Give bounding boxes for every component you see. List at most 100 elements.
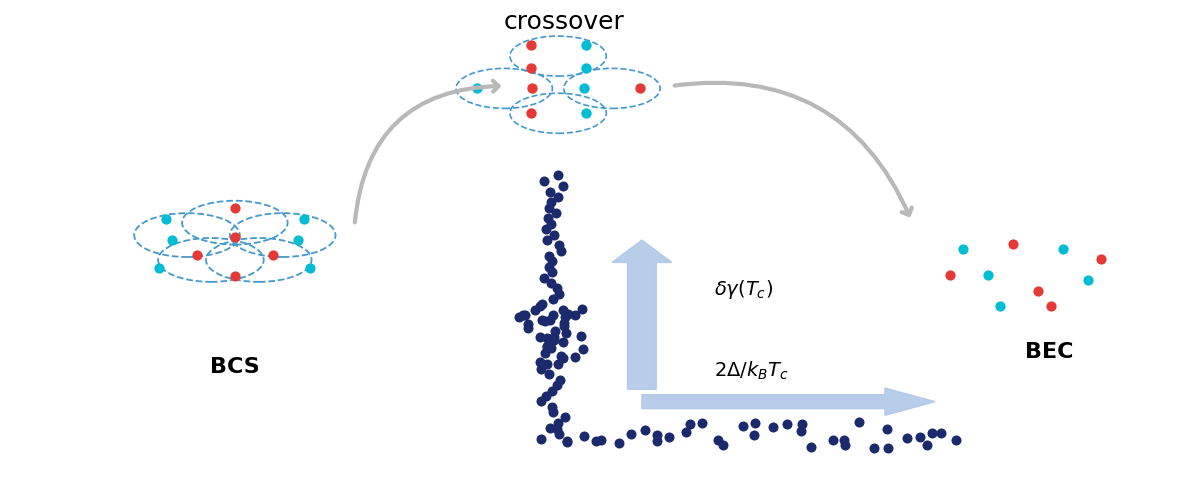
Point (535, 349, 554, 357)
Point (556, 312, 575, 320)
Point (835, 441, 854, 449)
Point (556, 414, 575, 422)
Point (541, 424, 560, 432)
Point (896, 434, 916, 442)
Point (539, 370, 558, 378)
Point (660, 434, 679, 442)
Point (709, 436, 728, 444)
Point (538, 236, 557, 244)
Point (538, 344, 557, 351)
Point (745, 431, 764, 439)
Point (834, 436, 853, 444)
Point (541, 220, 560, 228)
Point (850, 418, 869, 426)
Point (553, 306, 572, 314)
Point (622, 430, 641, 438)
Point (544, 311, 563, 319)
Point (947, 436, 966, 444)
Point (910, 432, 929, 440)
Point (586, 438, 605, 446)
FancyArrowPatch shape (355, 80, 498, 223)
Point (647, 438, 666, 446)
Point (714, 442, 733, 450)
Point (733, 422, 752, 430)
Point (692, 419, 712, 427)
Point (554, 322, 574, 330)
Point (553, 182, 572, 190)
Point (538, 342, 557, 350)
Point (550, 290, 569, 298)
Point (532, 365, 551, 373)
Point (544, 295, 563, 303)
Point (516, 312, 535, 320)
Point (878, 444, 898, 452)
Point (536, 225, 556, 233)
Point (536, 392, 556, 400)
Point (530, 302, 550, 310)
Point (565, 312, 584, 320)
Point (539, 252, 558, 260)
Point (514, 311, 533, 319)
Point (547, 381, 566, 389)
Point (535, 274, 554, 281)
Point (554, 319, 574, 327)
Point (550, 242, 569, 250)
Point (677, 428, 696, 436)
Point (572, 306, 592, 314)
Point (542, 258, 562, 266)
Point (554, 338, 574, 346)
Point (542, 402, 562, 410)
Point (745, 420, 764, 428)
Point (530, 333, 550, 341)
Point (541, 316, 560, 324)
Point (558, 438, 577, 446)
Point (548, 193, 568, 201)
Point (530, 358, 550, 366)
Point (518, 324, 538, 332)
Point (545, 230, 564, 238)
Point (648, 432, 667, 440)
Point (548, 419, 568, 427)
Point (518, 320, 538, 328)
Point (877, 424, 896, 432)
Point (541, 344, 560, 351)
Point (548, 172, 568, 179)
Point (923, 430, 942, 438)
Point (532, 435, 551, 443)
Point (558, 310, 577, 318)
Point (540, 340, 559, 348)
Point (526, 306, 545, 314)
Text: $\delta\gamma(T_c)$: $\delta\gamma(T_c)$ (714, 278, 773, 300)
Point (557, 329, 576, 337)
Point (534, 177, 553, 185)
Point (542, 386, 562, 394)
Point (539, 263, 558, 271)
Point (802, 443, 821, 451)
Point (575, 432, 594, 440)
Point (553, 354, 572, 362)
Point (552, 246, 571, 254)
FancyArrow shape (642, 388, 935, 415)
Point (572, 332, 592, 340)
Point (541, 279, 560, 287)
Point (551, 376, 570, 384)
Point (541, 335, 560, 343)
Point (547, 426, 566, 434)
Point (548, 360, 568, 368)
Point (574, 345, 593, 353)
Point (557, 437, 576, 445)
FancyArrowPatch shape (674, 82, 912, 215)
Point (510, 313, 529, 321)
Point (542, 268, 562, 276)
Point (865, 444, 884, 452)
Point (791, 427, 810, 435)
Point (533, 300, 552, 308)
Text: $2\Delta/k_BT_c$: $2\Delta/k_BT_c$ (714, 360, 788, 382)
Point (680, 420, 700, 428)
FancyArrow shape (612, 240, 672, 389)
Point (550, 430, 569, 438)
Point (539, 214, 558, 222)
Point (592, 436, 611, 444)
Point (540, 188, 559, 196)
Point (541, 198, 560, 206)
